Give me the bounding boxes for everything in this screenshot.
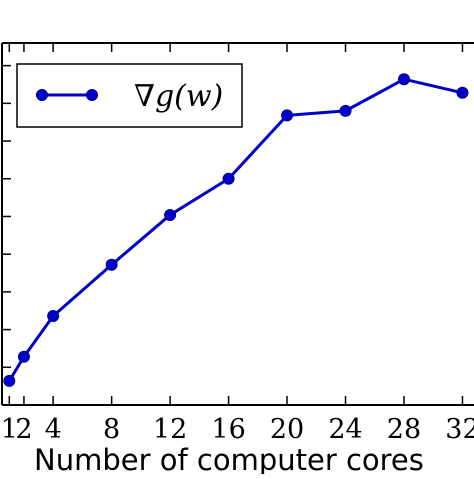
x-tick-label: 32 — [445, 414, 474, 445]
x-tick-labels: 12 4 8 12 16 20 24 28 32 — [1, 414, 474, 445]
data-point — [17, 350, 30, 363]
data-point — [339, 104, 352, 117]
x-tick-label: 2 — [15, 414, 32, 445]
data-point — [222, 172, 235, 185]
x-axis-label: Number of computer cores — [34, 443, 424, 474]
legend-label: ∇g(w) — [134, 79, 223, 114]
data-point — [47, 310, 60, 323]
data-point — [105, 258, 118, 271]
x-tick-label: 8 — [103, 414, 120, 445]
x-tick-label: 24 — [328, 414, 362, 445]
data-point — [397, 73, 410, 86]
x-tick-label: 28 — [387, 414, 421, 445]
data-point — [456, 86, 469, 99]
x-tick-label: 4 — [45, 414, 62, 445]
data-point — [281, 109, 294, 122]
legend: ∇g(w) — [16, 63, 243, 128]
series-line — [8, 77, 463, 382]
legend-marker-right — [86, 89, 98, 101]
x-tick-label: 20 — [270, 414, 304, 445]
legend-marker-left — [36, 89, 48, 101]
x-tick-label: 12 — [153, 414, 187, 445]
data-points — [3, 73, 469, 387]
x-tick-label: 1 — [1, 414, 18, 445]
series-lines — [8, 77, 463, 382]
tick-marks — [2, 43, 464, 405]
data-point — [164, 208, 177, 221]
data-point — [3, 374, 16, 387]
x-tick-label: 16 — [211, 414, 245, 445]
